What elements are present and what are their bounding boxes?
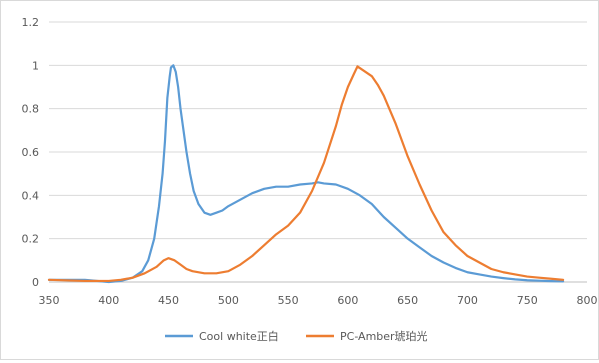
y-tick-label: 1 <box>32 59 39 72</box>
x-tick-label: 550 <box>278 294 299 307</box>
x-tick-label: 600 <box>337 294 358 307</box>
x-tick-label: 400 <box>98 294 119 307</box>
y-tick-label: 0 <box>32 276 39 289</box>
series-line-2 <box>47 65 565 283</box>
x-tick-label: 350 <box>39 294 60 307</box>
x-tick-label: 650 <box>397 294 418 307</box>
legend-item: Cool white正白 <box>165 329 279 343</box>
y-tick-label: 0.8 <box>22 103 40 116</box>
series-line-1 <box>47 64 565 284</box>
y-tick-label: 1.2 <box>22 16 40 29</box>
gridlines <box>49 21 587 283</box>
legend: Cool white正白 PC-Amber琥珀光 <box>165 329 428 343</box>
x-tick-label: 700 <box>457 294 478 307</box>
x-tick-label: 750 <box>517 294 538 307</box>
x-tick-label: 450 <box>158 294 179 307</box>
legend-label: Cool white正白 <box>199 329 279 343</box>
y-tick-label: 0.4 <box>22 189 40 202</box>
x-tick-label: 500 <box>218 294 239 307</box>
series-lines <box>47 64 565 284</box>
legend-item: PC-Amber琥珀光 <box>306 329 428 343</box>
y-tick-label: 0.2 <box>22 233 40 246</box>
x-tick-label: 800 <box>577 294 598 307</box>
y-tick-label: 0.6 <box>22 146 40 159</box>
axes: 0 0.2 0.4 0.6 0.8 1 1.2 350 400 450 500 550 600 650 70… <box>22 16 598 307</box>
legend-label: PC-Amber琥珀光 <box>340 329 428 343</box>
